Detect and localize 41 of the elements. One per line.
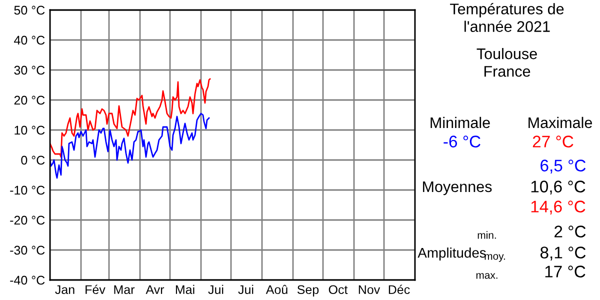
y-tick-label: 20 °C bbox=[14, 96, 45, 105]
y-tick-label: -10 °C bbox=[10, 186, 45, 195]
line-series bbox=[50, 78, 211, 158]
x-tick-label: Sep bbox=[297, 285, 319, 297]
text: Maximale bbox=[528, 116, 592, 128]
text: 2 °C bbox=[554, 226, 586, 238]
y-tick-label: 50 °C bbox=[14, 6, 45, 15]
text: 14,6 °C bbox=[531, 200, 586, 214]
text: moy. bbox=[484, 254, 505, 262]
y-tick-label: -40 °C bbox=[10, 276, 45, 285]
text: 10,6 °C bbox=[531, 180, 586, 194]
x-tick-label: Oct bbox=[328, 285, 348, 294]
x-tick-label: Aoû bbox=[266, 284, 288, 294]
text: 6,5 °C bbox=[540, 160, 586, 174]
text: 8,1 °C bbox=[540, 246, 586, 260]
text: Amplitudes bbox=[418, 248, 486, 260]
x-tick-label: Fév bbox=[86, 284, 106, 294]
x-tick-label: Jan bbox=[55, 285, 74, 294]
x-tick-label: Mar bbox=[114, 285, 135, 294]
y-tick-label: 40 °C bbox=[14, 36, 45, 45]
text: Minimale bbox=[430, 116, 490, 128]
text: 17 °C bbox=[545, 266, 586, 278]
y-tick-label: -20 °C bbox=[10, 216, 45, 225]
x-tick-label: Jui bbox=[208, 284, 224, 294]
text: -6 °C bbox=[444, 136, 480, 148]
y-tick-label: 30 °C bbox=[14, 66, 45, 75]
text: Moyennes bbox=[423, 181, 492, 196]
x-tick-label: Mai bbox=[176, 284, 194, 294]
text: Températures de l'année 2021 bbox=[450, 3, 564, 32]
x-tick-label: Avr bbox=[146, 285, 164, 294]
text: 27 °C bbox=[532, 136, 574, 148]
text: max. bbox=[476, 273, 498, 279]
line-series bbox=[50, 112, 210, 179]
x-tick-label: Nov bbox=[358, 285, 380, 294]
y-tick-label: 0 °C bbox=[21, 156, 45, 165]
y-tick-label: 10 °C bbox=[14, 126, 45, 135]
text: min. bbox=[478, 231, 496, 239]
x-tick-label: Jui bbox=[238, 284, 254, 294]
text: Toulouse France bbox=[476, 48, 537, 77]
y-tick-label: -30 °C bbox=[10, 246, 45, 255]
x-tick-label: Déc bbox=[388, 284, 410, 294]
